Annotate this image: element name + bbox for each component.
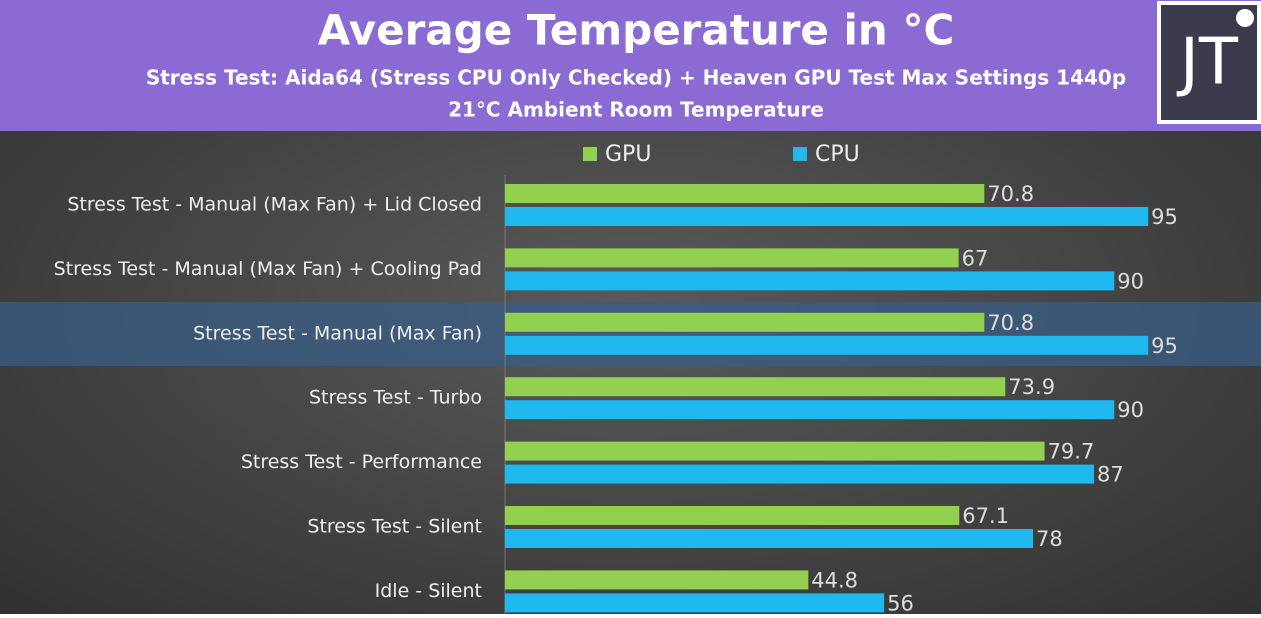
- value-label: 70.8: [987, 182, 1034, 206]
- y-tick-label: Stress Test - Performance: [241, 451, 482, 473]
- row-highlight: [0, 302, 1261, 366]
- bar: [505, 506, 960, 525]
- value-label: 95: [1151, 334, 1178, 358]
- logo: JT: [1157, 1, 1261, 124]
- bar: [505, 570, 809, 590]
- y-tick-label: Idle - Silent: [375, 580, 482, 602]
- legend-label: GPU: [605, 142, 651, 167]
- chart-subtitle: 21°C Ambient Room Temperature: [448, 98, 824, 122]
- info-icon[interactable]: [1236, 9, 1254, 27]
- value-label: 70.8: [987, 311, 1034, 335]
- bar: [505, 207, 1149, 226]
- y-tick-label: Stress Test - Manual (Max Fan) + Lid Clo…: [67, 194, 482, 216]
- legend-label: CPU: [815, 142, 860, 167]
- bar: [505, 335, 1149, 355]
- bar: [505, 529, 1034, 548]
- value-label: 90: [1117, 398, 1144, 422]
- bar: [505, 312, 985, 332]
- y-tick-label: Stress Test - Silent: [307, 516, 482, 538]
- chart-subtitle: Stress Test: Aida64 (Stress CPU Only Che…: [146, 66, 1126, 90]
- value-label: 87: [1097, 463, 1124, 487]
- logo-text: JT: [1176, 26, 1239, 100]
- value-label: 44.8: [811, 568, 858, 592]
- bar: [505, 377, 1006, 397]
- bar: [505, 271, 1115, 291]
- bar: [505, 400, 1115, 420]
- value-label: 79.7: [1048, 440, 1095, 464]
- bar: [505, 184, 985, 203]
- value-label: 56: [887, 591, 914, 614]
- legend-swatch: [793, 147, 807, 161]
- value-label: 90: [1117, 269, 1144, 293]
- value-label: 67.1: [962, 504, 1009, 528]
- y-tick-label: Stress Test - Manual (Max Fan): [193, 322, 482, 344]
- value-label: 78: [1036, 527, 1063, 551]
- value-label: 73.9: [1008, 375, 1055, 399]
- bar: [505, 464, 1094, 484]
- header: [0, 0, 1261, 131]
- value-label: 67: [962, 246, 989, 270]
- y-tick-label: Stress Test - Manual (Max Fan) + Cooling…: [54, 258, 482, 280]
- value-label: 95: [1151, 205, 1178, 229]
- chart-title: Average Temperature in °C: [318, 6, 955, 55]
- legend-swatch: [583, 147, 597, 161]
- bar: [505, 441, 1045, 461]
- bar: [505, 593, 885, 613]
- y-tick-label: Stress Test - Turbo: [309, 387, 482, 409]
- bar: [505, 248, 959, 268]
